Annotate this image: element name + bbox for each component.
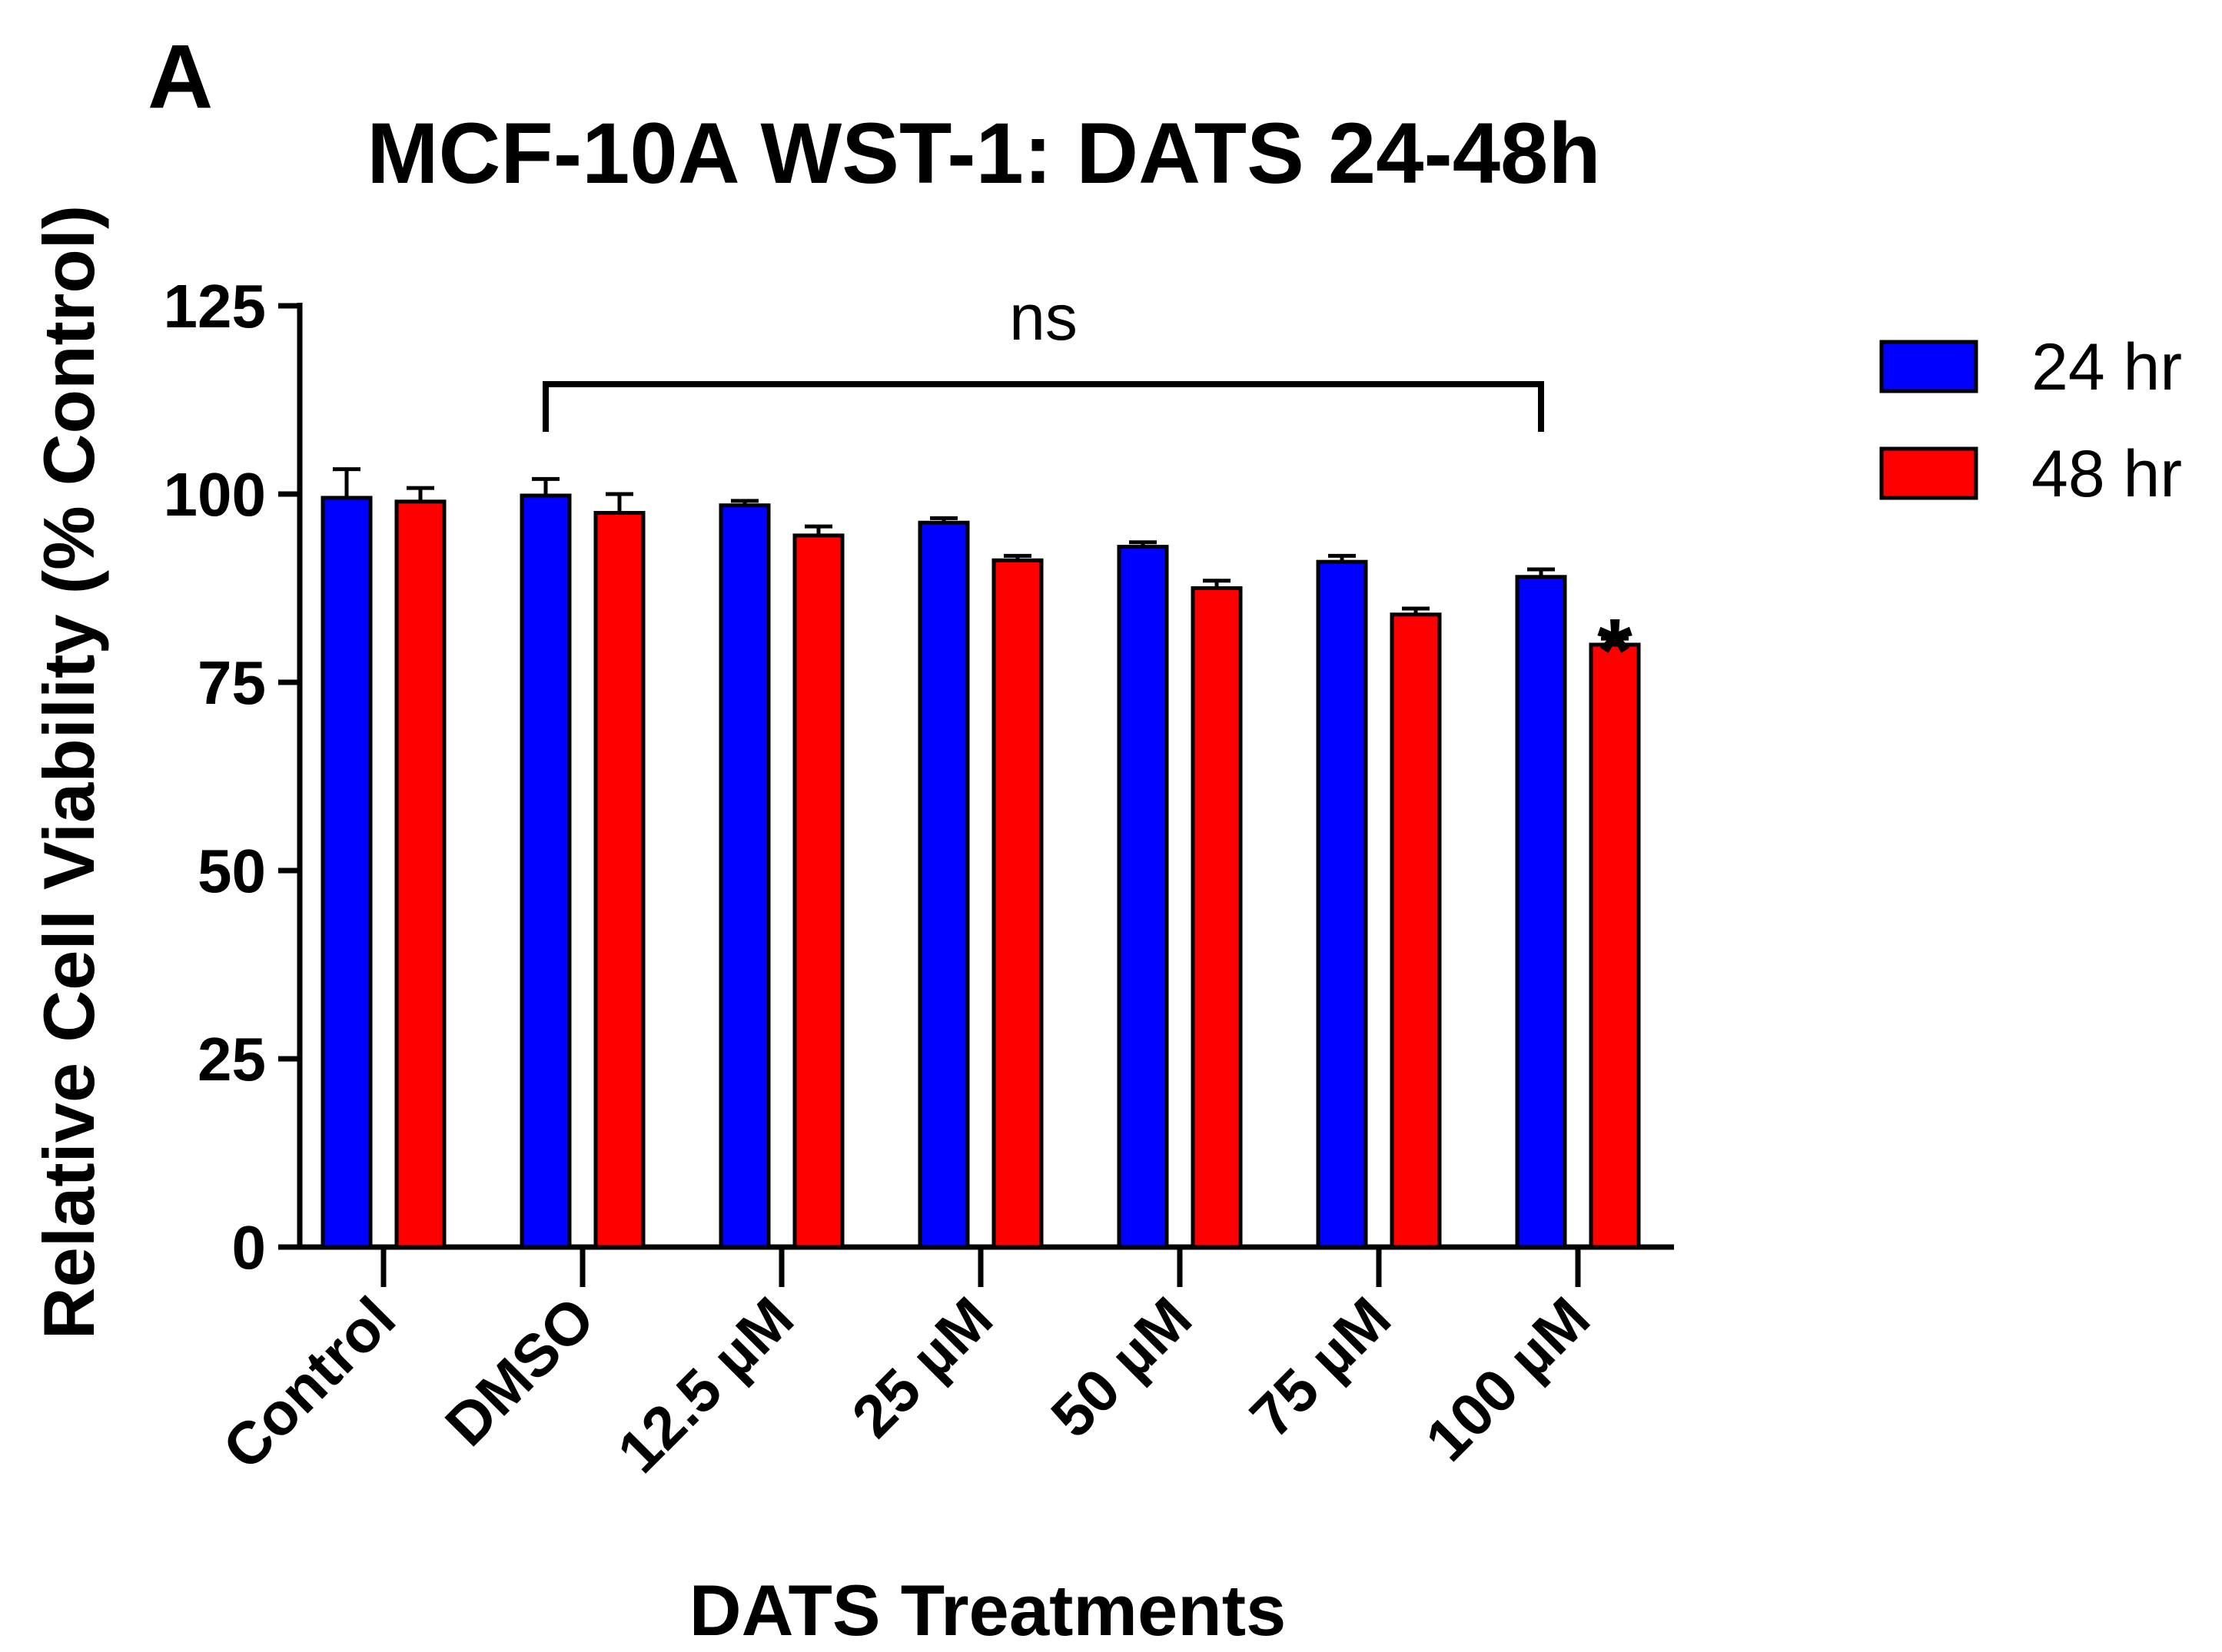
x-tick-label: 12.5 µM <box>604 1284 806 1486</box>
x-tick-label: 100 µM <box>1413 1284 1603 1474</box>
bar-24hr <box>918 520 970 1249</box>
bar-48hr <box>1191 586 1243 1249</box>
y-axis-title: Relative Cell Viability (% Control) <box>28 205 109 1339</box>
bar-48hr <box>792 533 845 1249</box>
legend-label: 48 hr <box>2031 437 2182 511</box>
bar-24hr <box>1316 559 1368 1249</box>
x-axis-title: DATS Treatments <box>689 1570 1287 1650</box>
y-tick-label: 75 <box>198 649 266 717</box>
bar-24hr <box>719 503 771 1249</box>
y-tick-label: 50 <box>198 837 266 905</box>
x-tick-label: Control <box>210 1284 408 1482</box>
significance-bracket <box>543 381 1544 432</box>
bar-48hr <box>991 558 1044 1249</box>
y-tick-label: 0 <box>232 1213 267 1282</box>
ns-label: ns <box>1009 281 1078 353</box>
x-tick-label: 25 µM <box>839 1284 1005 1451</box>
x-tick-label: DMSO <box>432 1284 607 1459</box>
bar-48hr <box>394 499 447 1249</box>
annotations: ns * <box>543 281 1632 702</box>
legend-swatch-48hr <box>1879 446 1978 500</box>
bar-24hr <box>1117 545 1169 1249</box>
bar-48hr <box>593 511 646 1249</box>
legend: 24 hr 48 hr <box>1879 330 2182 511</box>
panel-label: A <box>148 26 213 128</box>
x-tick-label: 75 µM <box>1237 1284 1403 1451</box>
chart-title: MCF-10A WST-1: DATS 24-48h <box>367 105 1601 201</box>
x-tick-label: 50 µM <box>1038 1284 1204 1451</box>
legend-swatch-24hr <box>1879 340 1978 393</box>
significance-star: * <box>1597 600 1632 702</box>
bar-24hr <box>520 493 572 1249</box>
y-tick-label: 100 <box>164 460 266 529</box>
y-tick-label: 25 <box>198 1025 266 1093</box>
bars <box>321 467 1641 1249</box>
bar-24hr <box>321 496 373 1249</box>
bar-48hr <box>1390 612 1442 1249</box>
bar-48hr <box>1589 642 1641 1249</box>
y-tick-label: 125 <box>164 272 266 340</box>
legend-label: 24 hr <box>2031 330 2182 404</box>
bar-24hr <box>1515 575 1567 1249</box>
